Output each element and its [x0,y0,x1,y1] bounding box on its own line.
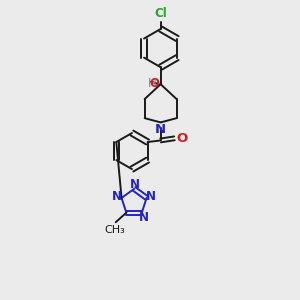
Text: N: N [139,211,149,224]
Text: N: N [146,190,156,203]
Text: N: N [155,124,166,136]
Text: CH₃: CH₃ [104,225,125,235]
Text: O: O [150,76,160,90]
Text: N: N [112,190,122,203]
Text: H: H [148,76,157,90]
Text: N: N [130,178,140,191]
Text: O: O [176,132,188,145]
Text: Cl: Cl [154,7,167,20]
